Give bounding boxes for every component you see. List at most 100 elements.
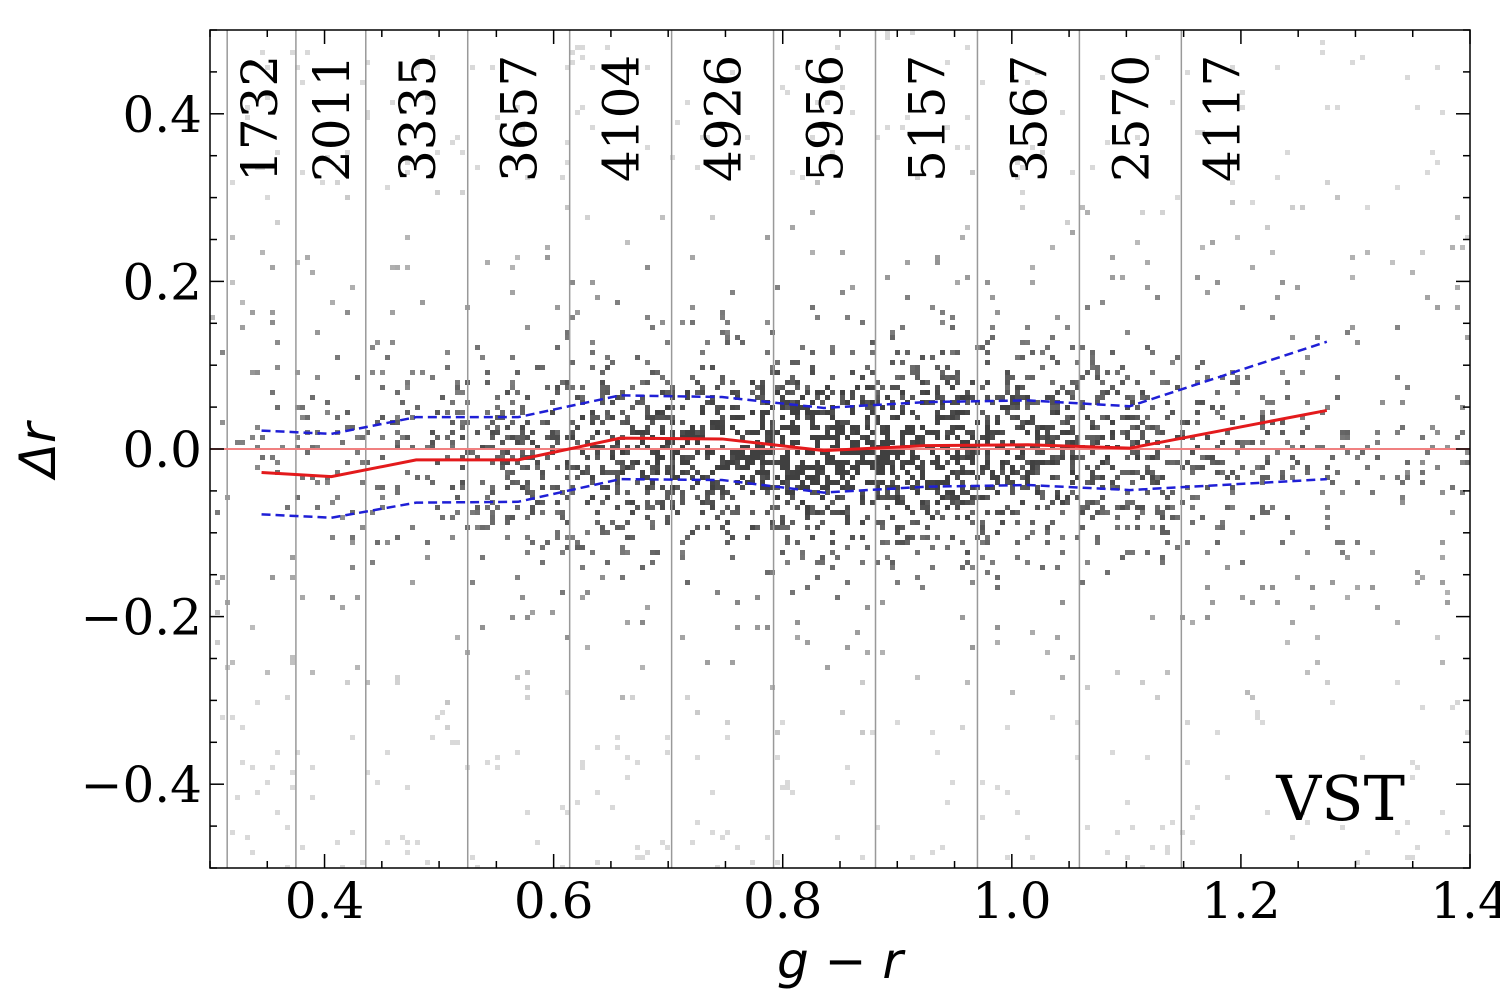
density-cell — [1365, 250, 1370, 255]
density-cell — [555, 435, 560, 440]
density-cell — [865, 405, 870, 410]
density-cell — [525, 395, 530, 400]
density-cell — [1325, 505, 1330, 510]
density-cell — [520, 440, 525, 445]
density-cell — [890, 565, 895, 570]
density-cell — [785, 90, 790, 95]
density-cell — [1020, 455, 1025, 460]
density-cell — [805, 510, 810, 515]
density-cell — [1215, 540, 1220, 545]
density-cell — [725, 335, 730, 340]
density-cell — [1475, 435, 1480, 440]
density-cell — [1030, 420, 1035, 425]
density-cell — [1150, 350, 1155, 355]
density-cell — [605, 415, 610, 420]
density-cell — [460, 435, 465, 440]
density-cell — [370, 370, 375, 375]
density-cell — [835, 445, 840, 450]
density-cell — [605, 365, 610, 370]
density-cell — [910, 520, 915, 525]
density-cell — [1260, 510, 1265, 515]
density-cell — [1135, 515, 1140, 520]
density-cell — [395, 680, 400, 685]
density-cell — [530, 450, 535, 455]
density-cell — [820, 390, 825, 395]
density-cell — [335, 180, 340, 185]
density-cell — [750, 510, 755, 515]
density-cell — [845, 400, 850, 405]
density-cell — [955, 395, 960, 400]
density-cell — [710, 425, 715, 430]
density-cell — [955, 145, 960, 150]
density-cell — [1030, 520, 1035, 525]
density-cell — [875, 495, 880, 500]
density-cell — [980, 470, 985, 475]
density-cell — [490, 420, 495, 425]
density-cell — [870, 450, 875, 455]
density-cell — [615, 745, 620, 750]
density-cell — [745, 135, 750, 140]
density-cell — [520, 430, 525, 435]
density-cell — [415, 65, 420, 70]
density-cell — [1100, 505, 1105, 510]
density-cell — [1140, 210, 1145, 215]
density-cell — [680, 455, 685, 460]
density-cell — [1420, 435, 1425, 440]
density-cell — [1015, 810, 1020, 815]
density-cell — [310, 395, 315, 400]
density-cell — [1020, 395, 1025, 400]
density-cell — [295, 260, 300, 265]
density-cell — [815, 445, 820, 450]
density-cell — [1340, 435, 1345, 440]
density-cell — [515, 440, 520, 445]
density-cell — [1405, 385, 1410, 390]
density-cell — [1475, 85, 1480, 90]
density-cell — [830, 345, 835, 350]
density-cell — [555, 485, 560, 490]
density-cell — [780, 460, 785, 465]
density-cell — [410, 370, 415, 375]
density-cell — [1045, 440, 1050, 445]
density-cell — [715, 385, 720, 390]
density-cell — [540, 470, 545, 475]
density-cell — [980, 495, 985, 500]
density-cell — [900, 410, 905, 415]
density-cell — [1020, 385, 1025, 390]
density-cell — [875, 480, 880, 485]
density-cell — [1160, 825, 1165, 830]
density-cell — [665, 465, 670, 470]
density-cell — [995, 640, 1000, 645]
density-cell — [575, 465, 580, 470]
density-cell — [620, 395, 625, 400]
density-cell — [1295, 575, 1300, 580]
density-cell — [870, 410, 875, 415]
density-cell — [785, 400, 790, 405]
density-cell — [1035, 435, 1040, 440]
density-cell — [1320, 490, 1325, 495]
density-cell — [775, 460, 780, 465]
density-cell — [1270, 585, 1275, 590]
density-cell — [455, 410, 460, 415]
density-cell — [900, 125, 905, 130]
density-cell — [545, 385, 550, 390]
density-cell — [1065, 220, 1070, 225]
density-cell — [1395, 830, 1400, 835]
density-cell — [940, 445, 945, 450]
density-cell — [1325, 105, 1330, 110]
density-cell — [980, 540, 985, 545]
density-cell — [625, 445, 630, 450]
density-cell — [725, 490, 730, 495]
density-cell — [425, 860, 430, 865]
density-cell — [935, 390, 940, 395]
density-cell — [330, 595, 335, 600]
density-cell — [1480, 425, 1485, 430]
density-cell — [525, 155, 530, 160]
density-cell — [290, 785, 295, 790]
density-cell — [830, 565, 835, 570]
density-cell — [720, 330, 725, 335]
density-cell — [1350, 255, 1355, 260]
density-cell — [250, 625, 255, 630]
density-cell — [725, 530, 730, 535]
density-cell — [695, 495, 700, 500]
density-cell — [785, 525, 790, 530]
